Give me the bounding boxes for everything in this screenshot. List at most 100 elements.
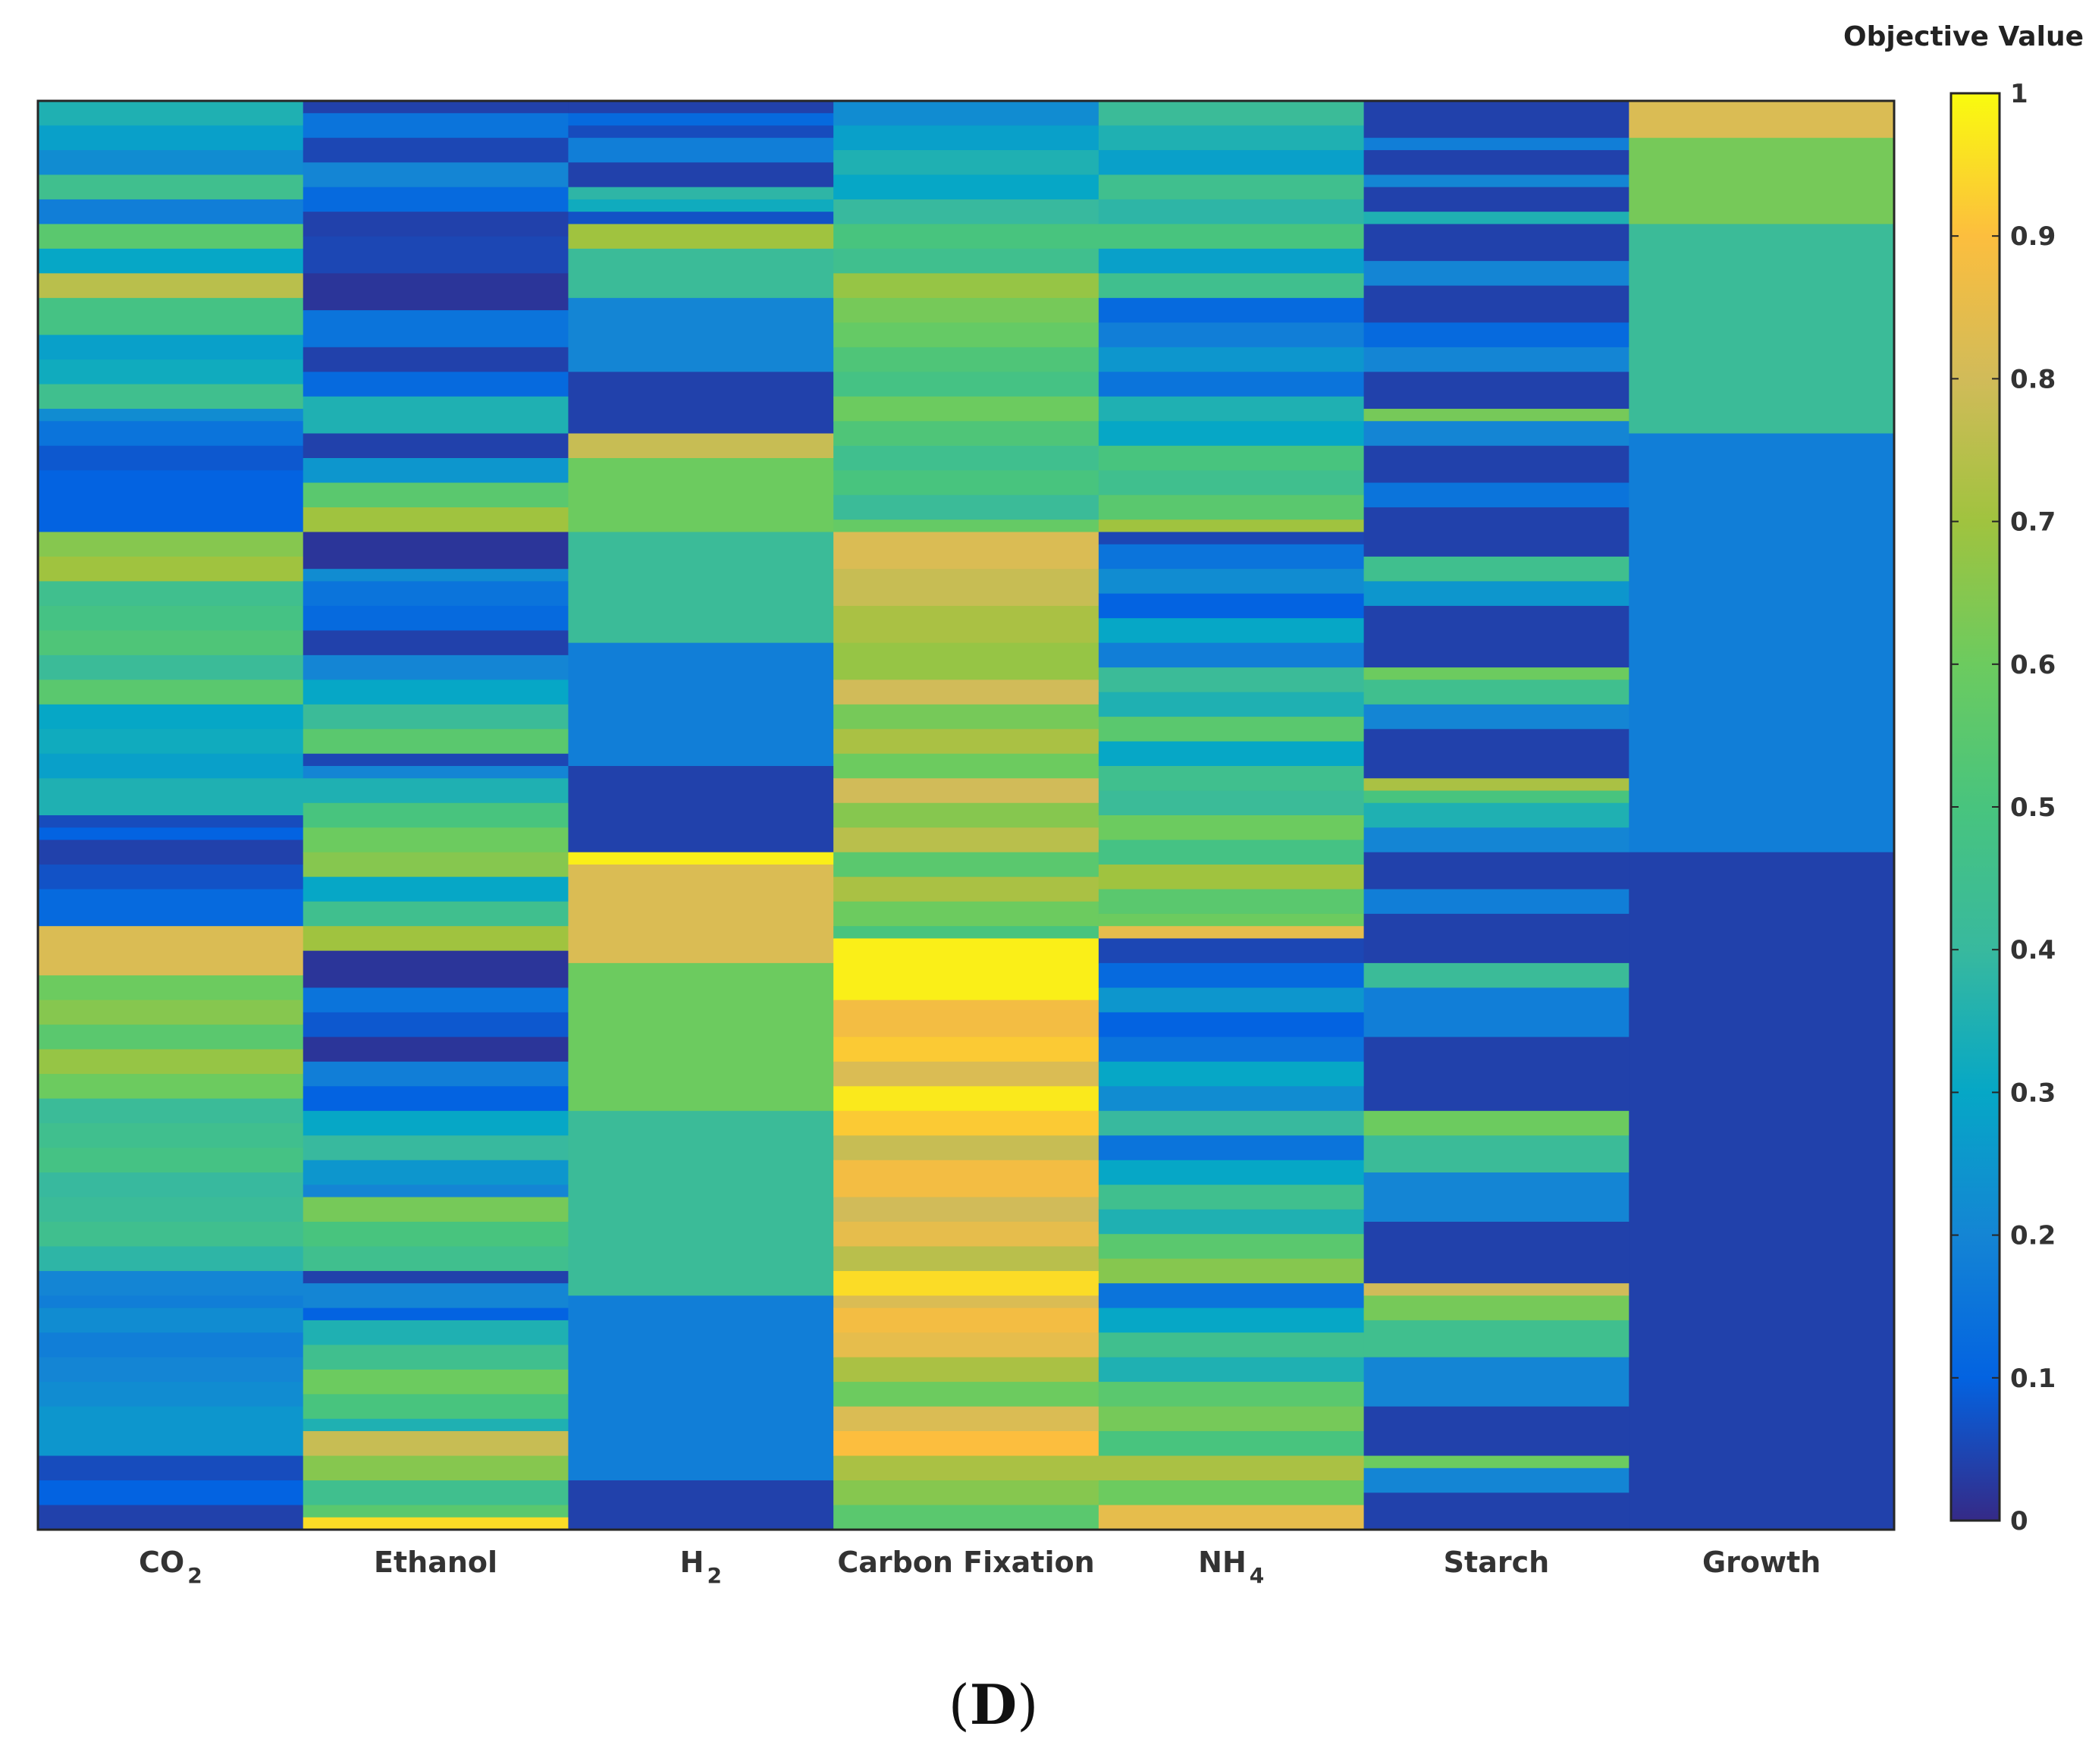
heatmap-cell [303, 605, 569, 631]
heatmap-cell [303, 1320, 569, 1345]
heatmap-cell [1098, 741, 1365, 767]
heatmap-cell [1363, 507, 1629, 557]
heatmap-cell [1363, 1135, 1629, 1173]
heatmap-cell [1363, 212, 1629, 225]
heatmap-cell [1098, 938, 1365, 964]
heatmap-cell [1098, 913, 1365, 927]
heatmap-cell [1098, 569, 1365, 595]
heatmap-cell [1363, 729, 1629, 779]
heatmap-cell [833, 1357, 1099, 1383]
heatmap-cell [1363, 322, 1629, 348]
heatmap-cell [303, 1110, 569, 1136]
heatmap-cell [303, 569, 569, 582]
heatmap-cell [38, 1246, 304, 1272]
heatmap-cell [833, 1160, 1099, 1198]
heatmap-cell [1363, 1467, 1629, 1493]
heatmap-cell [1363, 1357, 1629, 1408]
heatmap-cell [1363, 347, 1629, 372]
heatmap-cell [568, 766, 834, 853]
heatmap-cell [38, 1074, 304, 1100]
heatmap-cell [833, 877, 1099, 902]
heatmap-cell [1098, 494, 1365, 520]
colorbar-tick-label: 1 [2010, 79, 2028, 109]
heatmap-cell [1098, 1455, 1365, 1481]
heatmap-cell [38, 605, 304, 631]
heatmap-cell [1363, 285, 1629, 323]
heatmap-cell [303, 877, 569, 902]
heatmap-cell [303, 1418, 569, 1432]
heatmap-cell [1363, 1492, 1629, 1530]
heatmap-cell [833, 704, 1099, 730]
heatmap-cell [303, 753, 569, 767]
heatmap-cell [833, 642, 1099, 680]
heatmap-cell [303, 137, 569, 163]
heatmap-cell [38, 1123, 304, 1149]
heatmap-cell [568, 458, 834, 533]
heatmap-cell [38, 1221, 304, 1248]
heatmap-cell [38, 1332, 304, 1358]
heatmap-cell [833, 532, 1099, 570]
heatmap-cell [38, 409, 304, 422]
heatmap-cell [1098, 1037, 1365, 1062]
heatmap-cell [1098, 1406, 1365, 1432]
heatmap-cell [1363, 174, 1629, 188]
heatmap-cell [38, 926, 304, 964]
heatmap-cell [1629, 101, 1895, 139]
heatmap-cell [1098, 532, 1365, 545]
heatmap-cell [303, 1037, 569, 1062]
heatmap-cell [38, 1197, 304, 1223]
heatmap-cell [38, 1295, 304, 1309]
heatmap-cell [833, 1295, 1099, 1309]
heatmap-cell [1363, 224, 1629, 262]
heatmap-cell [1098, 667, 1365, 693]
heatmap-cell [38, 125, 304, 151]
heatmap-cell [568, 101, 834, 114]
heatmap-cell [1098, 1160, 1365, 1185]
heatmap-cell [38, 827, 304, 841]
heatmap-cell [303, 1307, 569, 1321]
heatmap-cell [1098, 470, 1365, 496]
heatmap-cell [303, 581, 569, 607]
heatmap-cell [1363, 605, 1629, 668]
heatmap-cell [833, 149, 1099, 176]
heatmap-cell [38, 1455, 304, 1481]
heatmap-cell [303, 101, 569, 114]
heatmap-cell [303, 852, 569, 877]
heatmap-cell [568, 433, 834, 459]
heatmap-cell [833, 174, 1099, 200]
heatmap-cell [38, 1505, 304, 1530]
heatmap-cell [1098, 1061, 1365, 1087]
heatmap-cell [1098, 1283, 1365, 1309]
heatmap-cell [1098, 593, 1365, 619]
heatmap-cell [568, 1480, 834, 1530]
heatmap-cell [38, 334, 304, 360]
colorbar-title: Objective Value [1843, 21, 2084, 52]
heatmap-cell [303, 458, 569, 484]
heatmap-cell [303, 778, 569, 804]
heatmap-cell [38, 778, 304, 816]
heatmap-cell [833, 1000, 1099, 1037]
heatmap-cell [38, 1000, 304, 1025]
heatmap-cell [1098, 322, 1365, 348]
heatmap-cell [303, 1160, 569, 1185]
heatmap-cell [1098, 297, 1365, 323]
colorbar-tick-label: 0.3 [2010, 1078, 2056, 1108]
heatmap-cell [833, 494, 1099, 520]
heatmap-cell [833, 680, 1099, 705]
heatmap-cell [1363, 149, 1629, 176]
heatmap-cell [1098, 1209, 1365, 1235]
heatmap-cell [1098, 1135, 1365, 1161]
heatmap-cell [568, 962, 834, 1112]
heatmap-cell [1363, 482, 1629, 508]
heatmap-cell [303, 310, 569, 348]
heatmap-cell [833, 445, 1099, 471]
heatmap-cell [833, 1382, 1099, 1408]
heatmap-cell [303, 926, 569, 952]
heatmap-cell [833, 778, 1099, 804]
heatmap-cell [568, 162, 834, 188]
heatmap-cell [568, 212, 834, 225]
heatmap-cell [1363, 137, 1629, 151]
heatmap-cell [38, 1406, 304, 1457]
heatmap-cell [568, 1110, 834, 1297]
